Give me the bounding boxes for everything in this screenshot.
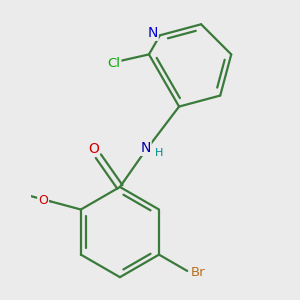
Text: Cl: Cl bbox=[107, 57, 120, 70]
Text: Br: Br bbox=[191, 266, 206, 279]
Text: H: H bbox=[155, 148, 164, 158]
Text: O: O bbox=[38, 194, 48, 207]
Text: N: N bbox=[147, 26, 158, 40]
Text: O: O bbox=[88, 142, 99, 156]
Text: N: N bbox=[140, 141, 151, 155]
